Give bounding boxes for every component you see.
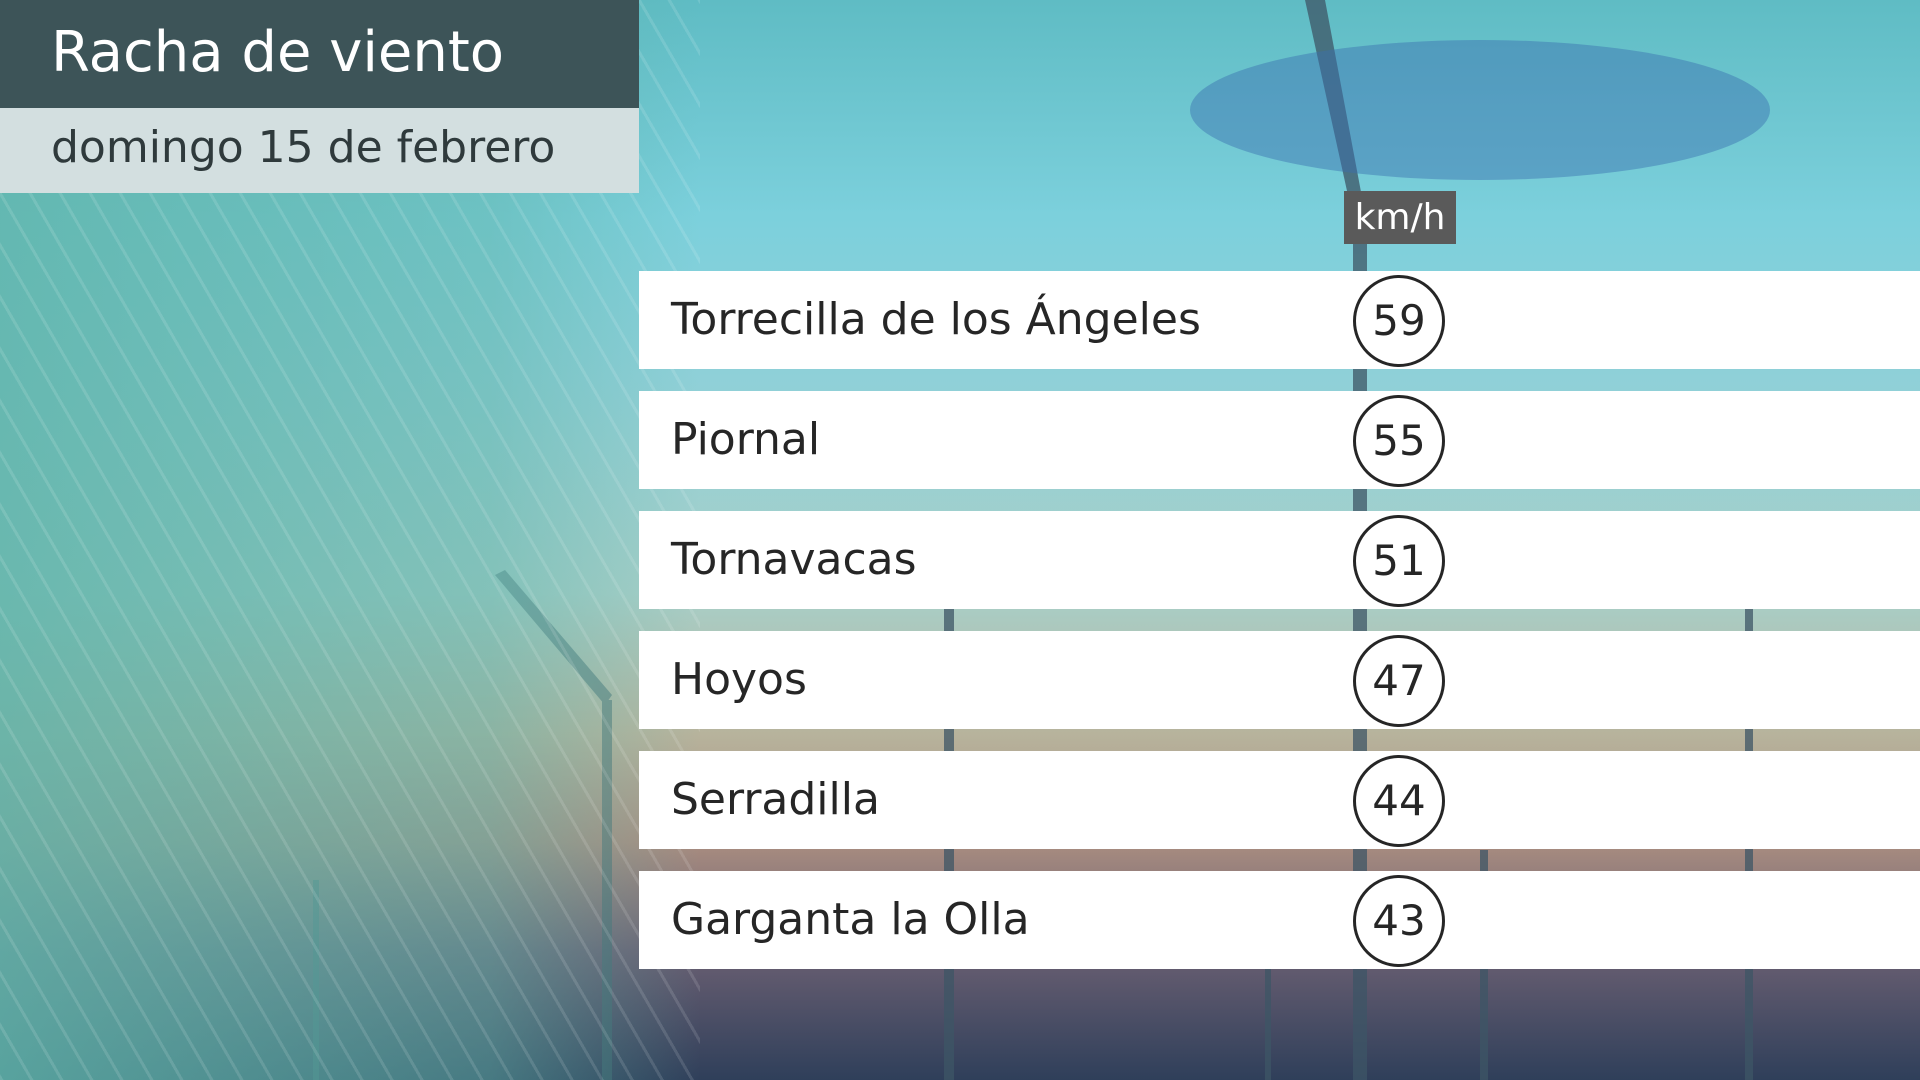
date-subtitle: domingo 15 de febrero bbox=[51, 122, 556, 173]
subtitle-bar: domingo 15 de febrero bbox=[0, 108, 639, 193]
gust-value: 51 bbox=[1353, 515, 1445, 607]
gust-value: 55 bbox=[1353, 395, 1445, 487]
location-name: Hoyos bbox=[671, 654, 807, 705]
location-name: Serradilla bbox=[671, 774, 880, 825]
gust-value: 47 bbox=[1353, 635, 1445, 727]
page-title: Racha de viento bbox=[51, 20, 505, 85]
table-row: Garganta la Olla 43 bbox=[639, 871, 1920, 969]
gust-value: 43 bbox=[1353, 875, 1445, 967]
unit-badge: km/h bbox=[1344, 191, 1456, 244]
location-name: Garganta la Olla bbox=[671, 894, 1030, 945]
table-row: Hoyos 47 bbox=[639, 631, 1920, 729]
location-name: Tornavacas bbox=[671, 534, 917, 585]
table-row: Serradilla 44 bbox=[639, 751, 1920, 849]
table-row: Torrecilla de los Ángeles 59 bbox=[639, 271, 1920, 369]
table-row: Tornavacas 51 bbox=[639, 511, 1920, 609]
gust-value: 44 bbox=[1353, 755, 1445, 847]
table-row: Piornal 55 bbox=[639, 391, 1920, 489]
gust-value: 59 bbox=[1353, 275, 1445, 367]
location-name: Piornal bbox=[671, 414, 821, 465]
location-name: Torrecilla de los Ángeles bbox=[671, 294, 1201, 345]
title-bar: Racha de viento bbox=[0, 0, 639, 108]
